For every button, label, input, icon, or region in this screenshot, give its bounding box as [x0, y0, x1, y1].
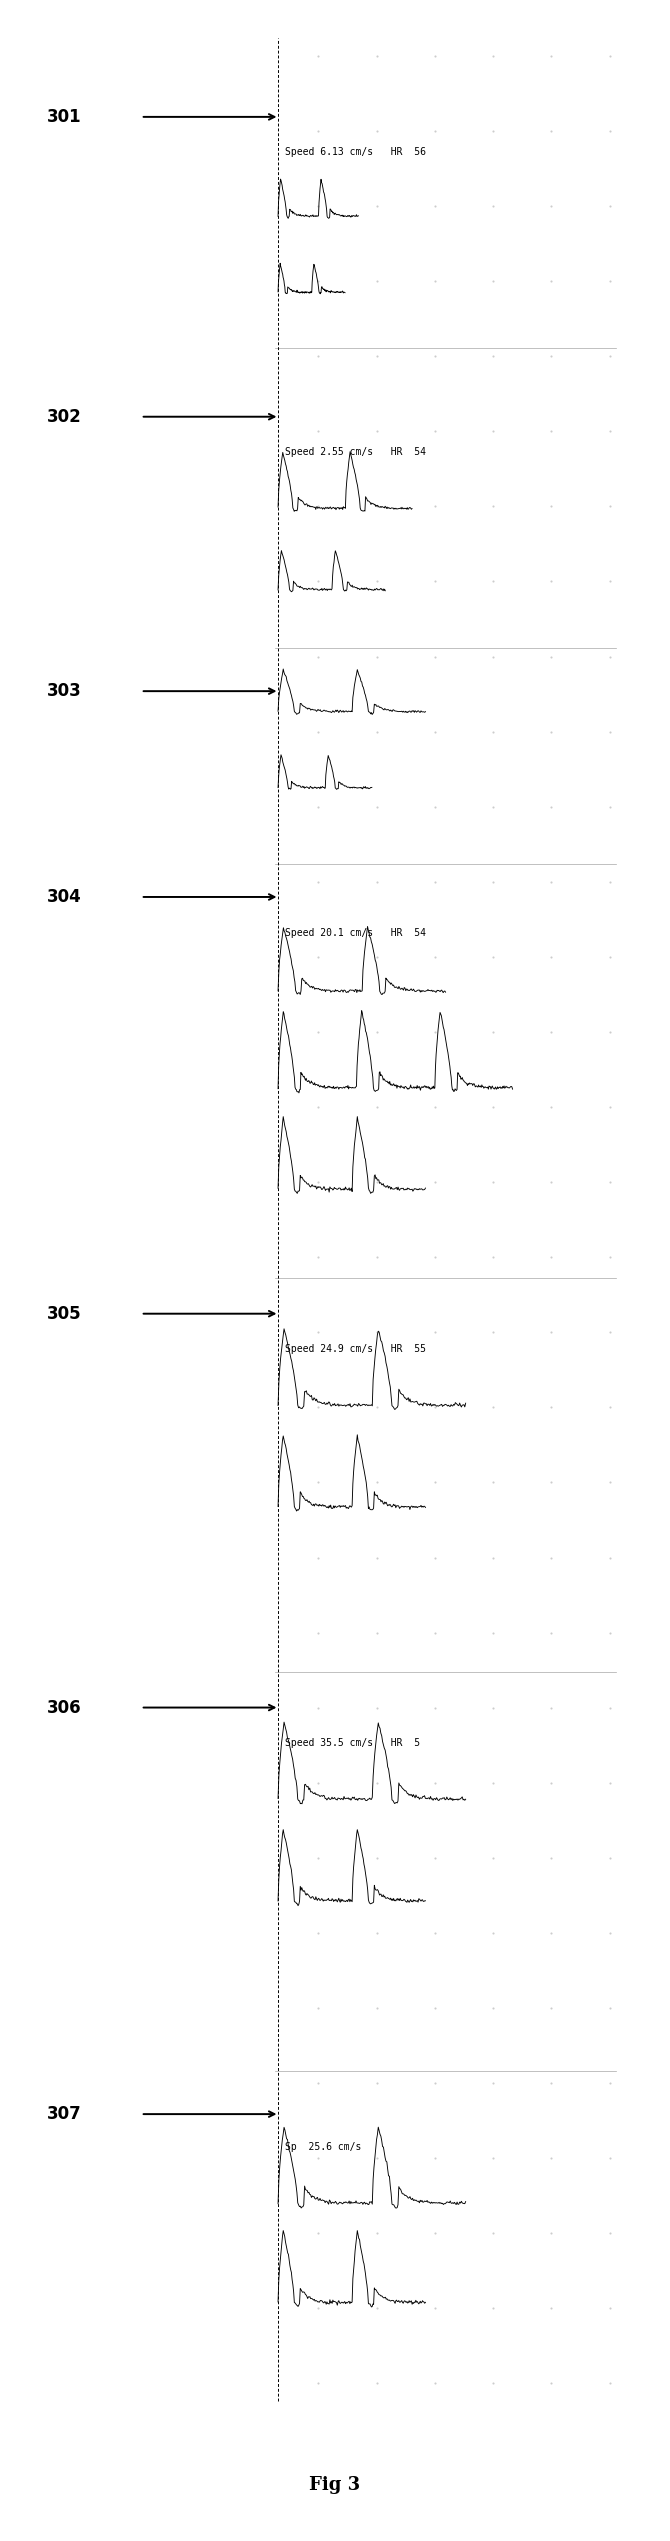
Text: Fig 3: Fig 3: [310, 2475, 360, 2495]
Text: Speed 35.5 cm/s   HR  5: Speed 35.5 cm/s HR 5: [285, 1738, 420, 1748]
Text: 304: 304: [47, 887, 82, 907]
Text: 305: 305: [47, 1304, 82, 1324]
Text: 301: 301: [47, 107, 82, 127]
Text: Speed 24.9 cm/s   HR  55: Speed 24.9 cm/s HR 55: [285, 1344, 425, 1354]
Text: Speed 20.1 cm/s   HR  54: Speed 20.1 cm/s HR 54: [285, 927, 425, 938]
Text: 307: 307: [47, 2104, 82, 2124]
Text: 306: 306: [47, 1697, 82, 1718]
Text: 302: 302: [47, 407, 82, 427]
Text: Speed 2.55 cm/s   HR  54: Speed 2.55 cm/s HR 54: [285, 447, 425, 457]
Text: Sp  25.6 cm/s: Sp 25.6 cm/s: [285, 2142, 361, 2152]
Text: Speed 6.13 cm/s   HR  56: Speed 6.13 cm/s HR 56: [285, 147, 425, 158]
Text: 303: 303: [47, 681, 82, 701]
